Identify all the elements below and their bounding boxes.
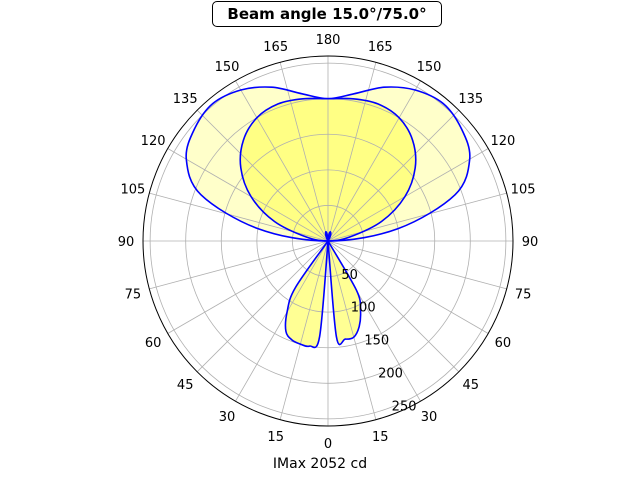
angle-tick-label: 120 (141, 134, 166, 149)
angle-tick-label: 165 (263, 40, 288, 55)
angle-tick-label: 180 (316, 33, 341, 48)
angle-tick-label: 60 (495, 336, 512, 351)
radial-tick-label: 200 (378, 367, 403, 382)
angle-tick-label: 105 (120, 183, 145, 198)
angle-tick-label: 135 (173, 92, 198, 107)
angle-tick-label: 150 (417, 60, 442, 75)
angle-tick-label: 90 (118, 235, 135, 250)
polar-grid (142, 55, 514, 427)
grid-spoke (167, 240, 329, 334)
angle-tick-label: 0 (324, 437, 332, 452)
grid-spoke (167, 148, 329, 242)
intensity-curve-lower-left (284, 231, 332, 349)
polar-frame (142, 55, 514, 427)
angle-tick-label: 45 (463, 378, 480, 393)
angle-tick-label: 90 (522, 235, 539, 250)
angle-tick-label: 15 (267, 430, 284, 445)
radial-tick-labels: 50 100 150 200 250 (341, 268, 416, 414)
radial-tick-label: 250 (392, 399, 417, 414)
grid-spoke (235, 240, 329, 402)
angle-tick-label: 30 (219, 410, 236, 425)
angle-tick-label: 120 (490, 134, 515, 149)
grid-spoke (327, 62, 377, 242)
grid-spoke (327, 80, 421, 242)
grid-spoke (279, 62, 329, 242)
angle-tick-label: 165 (368, 40, 393, 55)
grid-spoke (327, 240, 489, 334)
angle-tick-label: 75 (515, 287, 532, 302)
grid-spoke (149, 240, 329, 290)
angle-tick-label: 60 (145, 336, 162, 351)
grid-spoke (196, 240, 329, 373)
radial-tick-label: 100 (351, 301, 376, 316)
grid-spoke (235, 80, 329, 242)
grid-spoke (196, 109, 329, 242)
angle-tick-label: 150 (215, 60, 240, 75)
angle-tick-label: 15 (372, 430, 389, 445)
angle-tick-label: 45 (177, 378, 194, 393)
grid-spoke (327, 240, 460, 373)
angle-tick-label: 30 (421, 410, 438, 425)
grid-spoke (327, 240, 507, 290)
intensity-curve-inner (239, 97, 417, 242)
intensity-curve-lower-right (324, 231, 362, 346)
angle-tick-label: 135 (458, 92, 483, 107)
grid-spoke (327, 148, 489, 242)
radial-tick-label: 50 (341, 268, 358, 283)
x-axis-label: IMax 2052 cd (272, 456, 368, 472)
chart-title: Beam angle 15.0°/75.0° (212, 1, 442, 27)
grid-spoke (327, 240, 377, 420)
angle-tick-label: 105 (511, 183, 536, 198)
intensity-curves (185, 86, 471, 349)
radial-tick-label: 150 (364, 334, 389, 349)
intensity-fill-lower-left (285, 231, 331, 348)
angle-tick-label: 75 (125, 287, 142, 302)
grid-spoke (279, 240, 329, 420)
grid-spoke (327, 109, 460, 242)
